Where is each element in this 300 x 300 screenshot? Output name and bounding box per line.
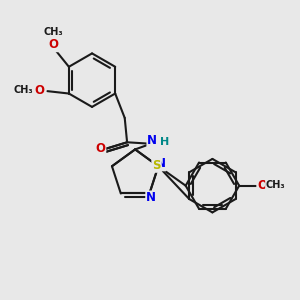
Text: O: O	[257, 178, 267, 192]
Text: CH₃: CH₃	[44, 27, 63, 37]
Text: CH₃: CH₃	[13, 85, 33, 95]
Text: N: N	[147, 134, 158, 147]
Text: N: N	[146, 191, 156, 205]
Text: S: S	[152, 159, 161, 172]
Text: O: O	[48, 38, 59, 51]
Text: O: O	[95, 142, 105, 155]
Text: H: H	[160, 137, 169, 147]
Text: N: N	[156, 158, 166, 170]
Text: O: O	[34, 84, 44, 97]
Text: CH₃: CH₃	[266, 180, 286, 190]
